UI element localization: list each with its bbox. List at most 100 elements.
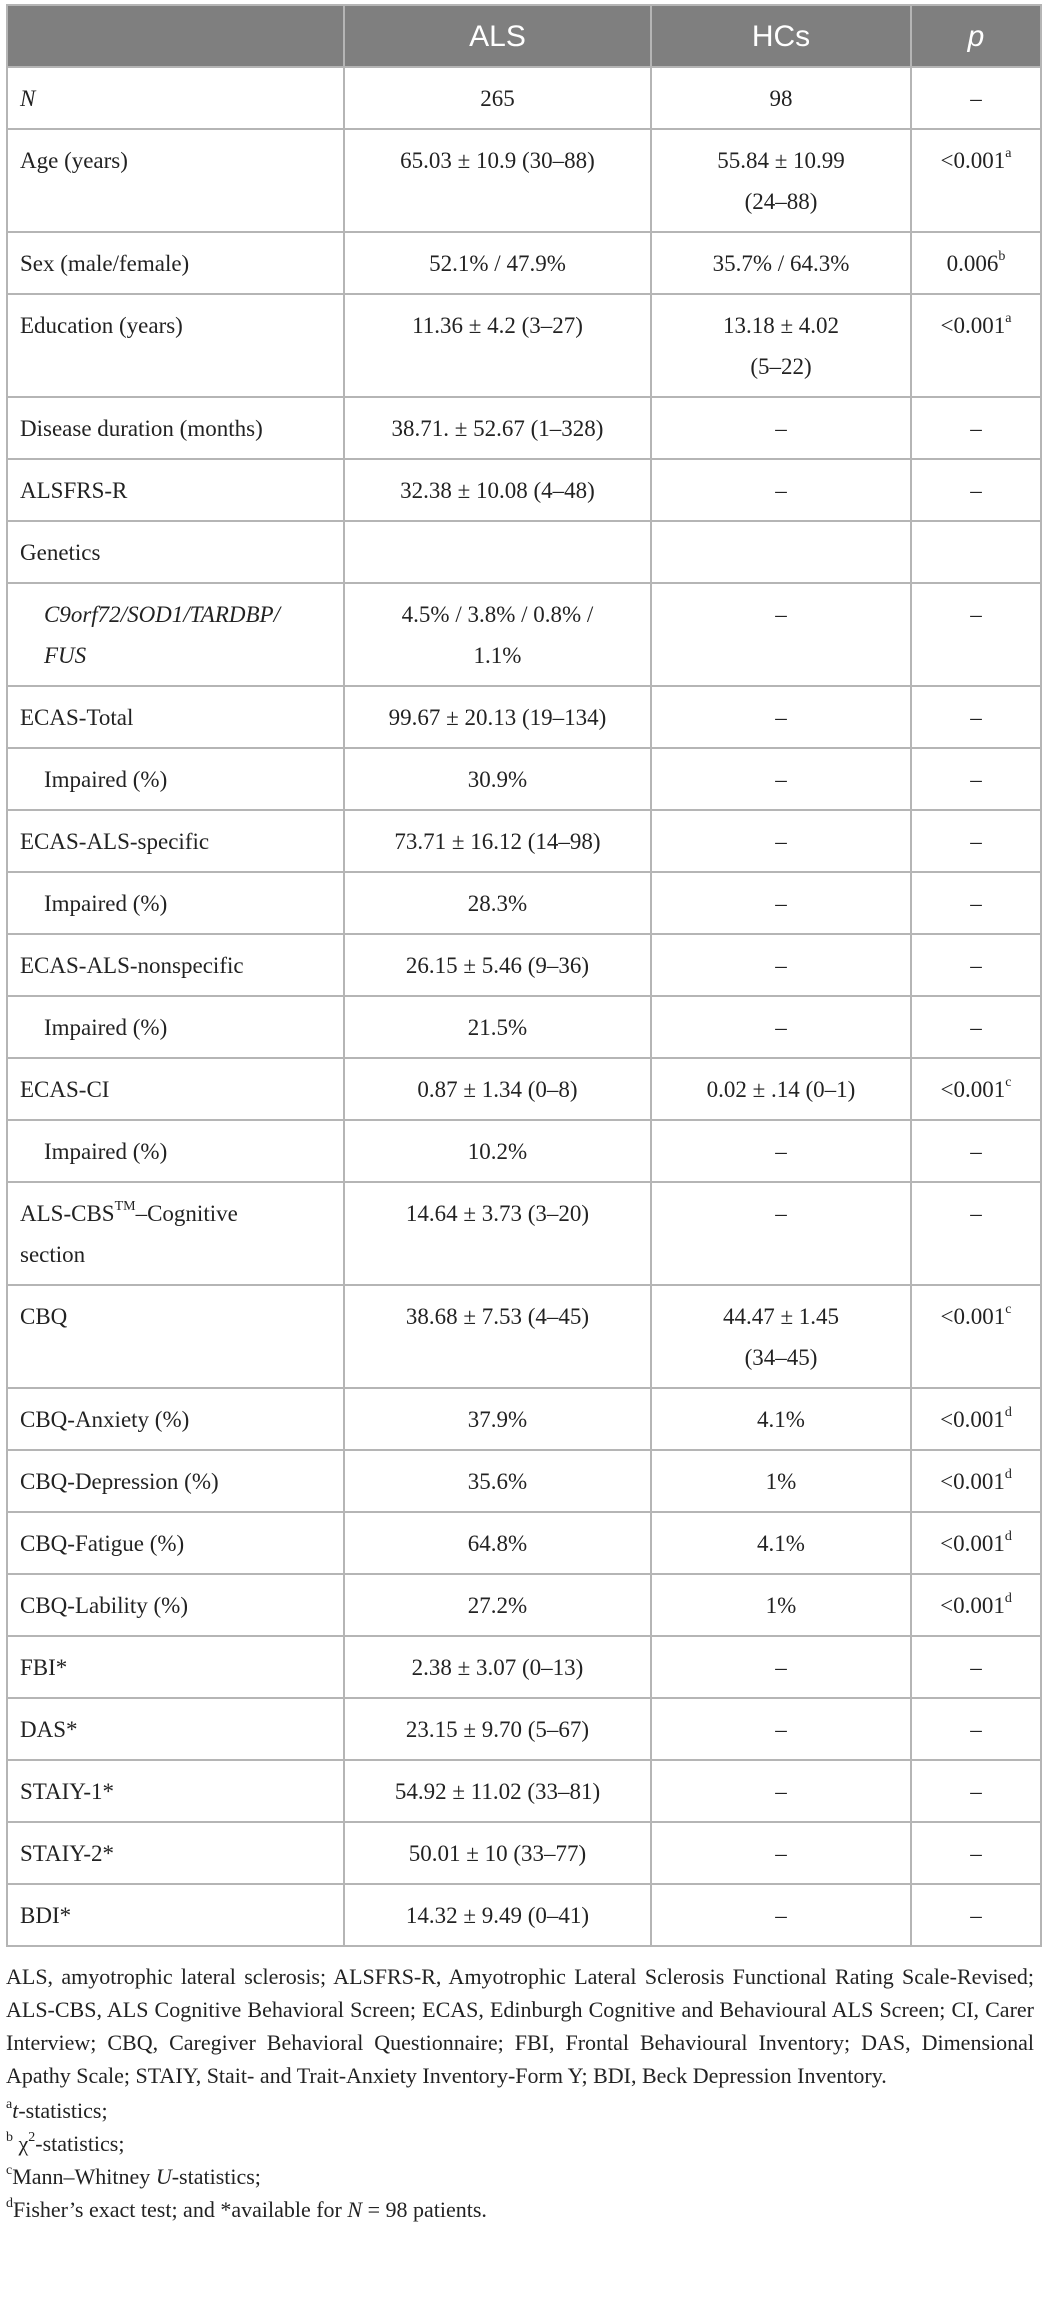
als-value-line1: 4.5% / 3.8% / 0.8% / xyxy=(401,602,594,627)
hc-value: – xyxy=(650,1697,912,1761)
als-value: 54.92 ± 11.02 (33–81) xyxy=(343,1759,652,1823)
p-value: – xyxy=(910,995,1042,1059)
p-value: <0.001d xyxy=(910,1449,1042,1513)
p-value: – xyxy=(910,458,1042,522)
table-row: STAIY-1* 54.92 ± 11.02 (33–81) – – xyxy=(6,1759,1042,1823)
hc-value-line1: 55.84 ± 10.99 xyxy=(717,148,845,173)
als-value: 23.15 ± 9.70 (5–67) xyxy=(343,1697,652,1761)
p-value-text: <0.001 xyxy=(940,1593,1005,1618)
p-value: – xyxy=(910,582,1042,687)
table-row: CBQ-Lability (%) 27.2% 1% <0.001d xyxy=(6,1573,1042,1637)
p-value-text: <0.001 xyxy=(940,1077,1006,1102)
hc-value-line2: (5–22) xyxy=(750,354,812,379)
row-label: CBQ-Fatigue (%) xyxy=(6,1511,345,1575)
table-row: ECAS-ALS-nonspecific 26.15 ± 5.46 (9–36)… xyxy=(6,933,1042,997)
p-value: – xyxy=(910,871,1042,935)
hc-value: 98 xyxy=(650,66,912,130)
p-value-text: <0.001 xyxy=(940,148,1006,173)
table-row: Genetics xyxy=(6,520,1042,584)
table-row: DAS* 23.15 ± 9.70 (5–67) – – xyxy=(6,1697,1042,1761)
table-row: Impaired (%) 10.2% – – xyxy=(6,1119,1042,1183)
hc-value: – xyxy=(650,685,912,749)
hc-value xyxy=(650,520,912,584)
row-label: Impaired (%) xyxy=(6,1119,345,1183)
table-row: CBQ-Anxiety (%) 37.9% 4.1% <0.001d xyxy=(6,1387,1042,1451)
p-value-text: <0.001 xyxy=(940,313,1006,338)
row-label: ALS-CBSTM–Cognitive section xyxy=(6,1181,345,1286)
trademark-mark: TM xyxy=(114,1199,136,1215)
hc-value: – xyxy=(650,1759,912,1823)
row-label: ECAS-ALS-nonspecific xyxy=(6,933,345,997)
row-label: ALSFRS-R xyxy=(6,458,345,522)
als-value: 35.6% xyxy=(343,1449,652,1513)
table-footnotes: ALS, amyotrophic lateral sclerosis; ALSF… xyxy=(6,1960,1034,2226)
hc-value: 1% xyxy=(650,1449,912,1513)
row-label: CBQ-Depression (%) xyxy=(6,1449,345,1513)
footnote-chi: χ xyxy=(18,2131,29,2156)
p-value: <0.001c xyxy=(910,1057,1042,1121)
hc-value-line1: 13.18 ± 4.02 xyxy=(722,313,840,338)
hc-value: – xyxy=(650,458,912,522)
als-value-line2: 1.1% xyxy=(473,643,522,668)
p-footnote-mark: d xyxy=(1004,1529,1012,1545)
row-label: Impaired (%) xyxy=(6,871,345,935)
row-label: Sex (male/female) xyxy=(6,231,345,295)
p-value: – xyxy=(910,809,1042,873)
footnote-mark: c xyxy=(6,2162,13,2178)
hc-value: 4.1% xyxy=(650,1511,912,1575)
p-footnote-mark: d xyxy=(1004,1467,1012,1483)
hc-value: – xyxy=(650,809,912,873)
header-hcs: HCs xyxy=(650,4,912,68)
row-label: STAIY-2* xyxy=(6,1821,345,1885)
footnote-d: dFisher’s exact test; and *available for… xyxy=(6,2193,1034,2226)
p-value-text: <0.001 xyxy=(940,1407,1005,1432)
hc-value: 0.02 ± .14 (0–1) xyxy=(650,1057,912,1121)
p-value-text: 0.006 xyxy=(946,251,999,276)
row-label: CBQ-Lability (%) xyxy=(6,1573,345,1637)
table-row: ECAS-ALS-specific 73.71 ± 16.12 (14–98) … xyxy=(6,809,1042,873)
hc-value: 1% xyxy=(650,1573,912,1637)
als-value: 27.2% xyxy=(343,1573,652,1637)
als-value: 65.03 ± 10.9 (30–88) xyxy=(343,128,652,233)
als-value: 2.38 ± 3.07 (0–13) xyxy=(343,1635,652,1699)
als-value: 30.9% xyxy=(343,747,652,811)
table-row: Sex (male/female) 52.1% / 47.9% 35.7% / … xyxy=(6,231,1042,295)
p-value: – xyxy=(910,1697,1042,1761)
row-label: DAS* xyxy=(6,1697,345,1761)
als-value: 21.5% xyxy=(343,995,652,1059)
row-label-line2: section xyxy=(20,1242,86,1267)
p-value: <0.001d xyxy=(910,1387,1042,1451)
header-p: p xyxy=(910,4,1042,68)
p-value: – xyxy=(910,1759,1042,1823)
table-row: ECAS-CI 0.87 ± 1.34 (0–8) 0.02 ± .14 (0–… xyxy=(6,1057,1042,1121)
p-value-text: <0.001 xyxy=(940,1531,1005,1556)
hc-value: – xyxy=(650,396,912,460)
footnote-c: cMann–Whitney U-statistics; xyxy=(6,2160,1034,2193)
table-row: CBQ-Depression (%) 35.6% 1% <0.001d xyxy=(6,1449,1042,1513)
footnote-text: -statistics; xyxy=(35,2131,125,2156)
table-row: C9orf72/SOD1/TARDBP/FUS 4.5% / 3.8% / 0.… xyxy=(6,582,1042,687)
als-value: 14.32 ± 9.49 (0–41) xyxy=(343,1883,652,1947)
hc-value: 55.84 ± 10.99 (24–88) xyxy=(650,128,912,233)
footnote-text: = 98 patients. xyxy=(362,2197,487,2222)
row-label: Impaired (%) xyxy=(6,995,345,1059)
abbreviation-legend: ALS, amyotrophic lateral sclerosis; ALSF… xyxy=(6,1964,1034,2088)
footnote-mark: b xyxy=(6,2129,13,2145)
als-value: 26.15 ± 5.46 (9–36) xyxy=(343,933,652,997)
als-value: 10.2% xyxy=(343,1119,652,1183)
p-value xyxy=(910,520,1042,584)
row-label: Age (years) xyxy=(6,128,345,233)
als-value: 0.87 ± 1.34 (0–8) xyxy=(343,1057,652,1121)
p-value: – xyxy=(910,747,1042,811)
header-blank xyxy=(6,4,345,68)
p-footnote-mark: d xyxy=(1004,1405,1012,1421)
table-row: CBQ-Fatigue (%) 64.8% 4.1% <0.001d xyxy=(6,1511,1042,1575)
p-value: – xyxy=(910,933,1042,997)
p-value: <0.001a xyxy=(910,128,1042,233)
row-label: C9orf72/SOD1/TARDBP/FUS xyxy=(6,582,345,687)
p-value: – xyxy=(910,1119,1042,1183)
footnote-mark: d xyxy=(6,2195,13,2211)
p-value: <0.001d xyxy=(910,1511,1042,1575)
row-label-post: –Cognitive xyxy=(135,1201,238,1226)
p-value: <0.001a xyxy=(910,293,1042,398)
